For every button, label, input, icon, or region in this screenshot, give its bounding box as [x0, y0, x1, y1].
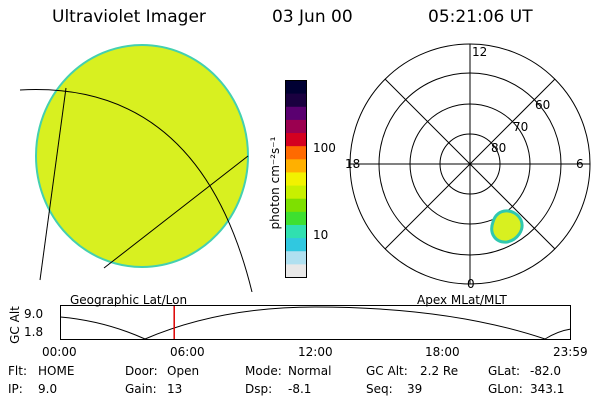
observation-time: 05:21:06 UT	[428, 7, 533, 27]
colorbar-band	[286, 119, 306, 134]
glon-label: GLon:	[488, 382, 523, 396]
flt-value: HOME	[38, 364, 75, 378]
ip-value: 9.0	[38, 382, 58, 396]
timeline-ytick-top: 9.0	[24, 307, 44, 321]
right-panel-caption: Apex MLat/MLT	[417, 293, 507, 307]
orbit-timeline	[60, 305, 572, 340]
colorbar-tick-10: 10	[313, 228, 329, 242]
mlt-label-6: 6	[576, 157, 584, 171]
colorbar-band	[286, 159, 306, 174]
gcalt-value: 2.2 Re	[420, 364, 459, 378]
colorbar-band	[286, 106, 306, 121]
gain-label: Gain:	[125, 382, 157, 396]
instrument-title: Ultraviolet Imager	[52, 7, 206, 27]
colorbar-band	[286, 264, 306, 278]
lat-label-70: 70	[513, 120, 529, 134]
colorbar-band	[286, 185, 306, 200]
geographic-image-panel	[19, 44, 253, 292]
colorbar-band	[286, 224, 306, 239]
timeline-ytick-bottom: 1.8	[24, 325, 44, 339]
door-label: Door:	[125, 364, 158, 378]
timeline-xtick-1: 06:00	[170, 345, 205, 359]
polar-plot	[349, 43, 591, 285]
mlt-diagonal	[384, 78, 556, 250]
seq-value: 39	[407, 382, 423, 396]
lat-label-60: 60	[535, 98, 551, 112]
seq-label: Seq:	[366, 382, 393, 396]
glon-value: 343.1	[530, 382, 565, 396]
colorbar-band	[286, 133, 306, 147]
colorbar-band	[286, 146, 306, 160]
colorbar-band	[286, 238, 306, 252]
mode-label: Mode:	[245, 364, 282, 378]
gcalt-label: GC Alt:	[366, 364, 408, 378]
aurora-blob	[490, 209, 524, 244]
glat-label: GLat:	[488, 364, 521, 378]
gain-value: 13	[167, 382, 183, 396]
ip-label: IP:	[8, 382, 23, 396]
colorbar-tick-100: 100	[313, 141, 336, 155]
orbit-altitude-curve	[60, 306, 572, 340]
colorbar-band	[286, 80, 306, 95]
earth-disk	[35, 44, 249, 268]
dsp-value: -8.1	[288, 382, 312, 396]
door-value: Open	[167, 364, 200, 378]
colorbar-unit-label: photon cm⁻²s⁻¹	[268, 136, 282, 230]
meridian-line	[39, 87, 67, 281]
colorbar-band	[286, 172, 306, 187]
colorbar-band	[286, 93, 306, 108]
meridian-line	[103, 155, 249, 269]
glat-value: -82.0	[530, 364, 562, 378]
observation-date: 03 Jun 00	[272, 7, 353, 27]
mode-value: Normal	[288, 364, 332, 378]
colorbar-band	[286, 211, 306, 226]
lat-label-80: 80	[491, 141, 507, 155]
flt-label: Flt:	[8, 364, 27, 378]
colorbar-band	[286, 251, 306, 265]
colorbar-band	[286, 198, 306, 213]
timeline-ylabel: GC Alt	[8, 306, 22, 344]
mlt-label-0: 0	[467, 277, 475, 291]
mlt-label-12: 12	[472, 45, 488, 59]
timeline-xtick-2: 12:00	[298, 345, 333, 359]
timeline-xtick-3: 18:00	[425, 345, 460, 359]
left-panel-caption: Geographic Lat/Lon	[70, 293, 188, 307]
dsp-label: Dsp:	[245, 382, 273, 396]
timeline-xtick-4: 23:59	[553, 345, 588, 359]
mlt-label-18: 18	[345, 157, 361, 171]
timeline-xtick-0: 00:00	[42, 345, 77, 359]
intensity-colorbar	[285, 80, 307, 278]
